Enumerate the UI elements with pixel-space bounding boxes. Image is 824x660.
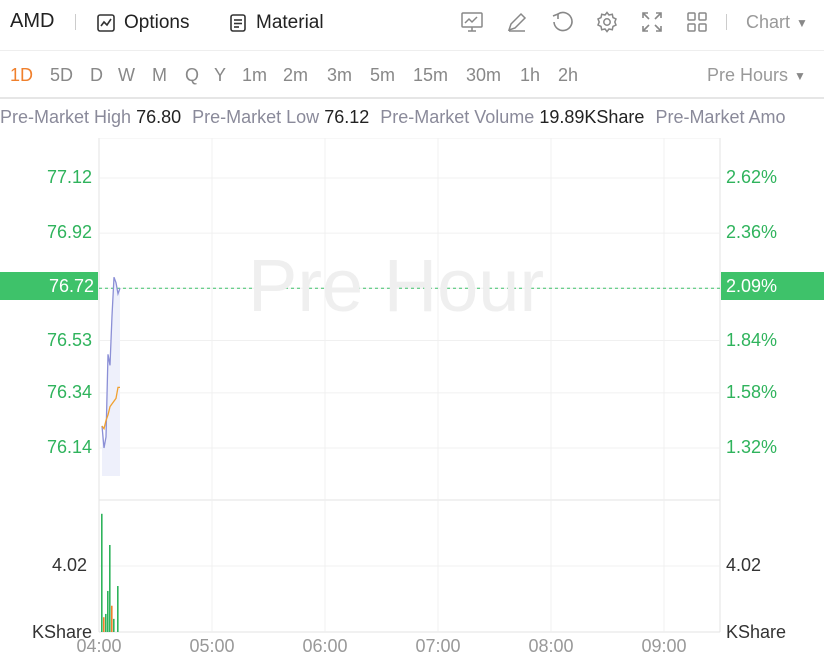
period-tab-y[interactable]: Y <box>214 65 227 85</box>
options-button[interactable]: Options <box>96 10 189 36</box>
volume-unit-label: KShare <box>32 622 93 642</box>
settings-gear-icon[interactable] <box>595 10 619 34</box>
volume-bar <box>101 513 103 632</box>
period-tab-2h[interactable]: 2h <box>558 65 579 85</box>
volume-bar <box>107 590 109 632</box>
session-label: Pre Hours <box>707 65 789 85</box>
price-tick-label: 76.53 <box>46 329 92 350</box>
volume-bar <box>117 586 119 632</box>
percent-tick-label: 1.84% <box>726 329 778 350</box>
premarket-amount-label: Pre-Market Amo <box>655 107 786 127</box>
percent-tick-label: 2.62% <box>726 167 778 187</box>
toolbar-divider <box>75 14 76 30</box>
price-tick-label: 76.14 <box>46 437 92 457</box>
session-dropdown[interactable]: Pre Hours ▼ <box>707 65 806 86</box>
average-price-line <box>101 386 120 431</box>
volume-tick-label: 4.02 <box>52 555 88 575</box>
premarket-low-value: 76.12 <box>324 107 370 127</box>
fullscreen-icon[interactable] <box>640 10 664 34</box>
period-tab-15m[interactable]: 15m <box>413 65 449 85</box>
chart-canvas[interactable] <box>0 138 824 660</box>
layout-grid-icon[interactable] <box>685 10 709 34</box>
header-divider <box>0 97 824 99</box>
indicator-icon[interactable] <box>460 10 484 34</box>
premarket-volume-value: 19.89KShare <box>539 107 645 127</box>
volume-bar <box>103 617 105 632</box>
intraday-chart[interactable]: Pre Hour 77.12 76.92 76.53 76.34 76.14 2.62% 2… <box>0 138 824 660</box>
document-icon <box>230 14 246 32</box>
volume-unit-label-right: KShare <box>726 622 787 642</box>
period-tab-d[interactable]: D <box>90 65 103 85</box>
time-tick-label: 09:00 <box>641 636 687 656</box>
period-bar: 1D 5D D W M Q Y 1m 2m 3m 5m 15m 30m 1h 2h Pre Hours ▼ <box>0 50 824 98</box>
time-tick-label: 07:00 <box>415 636 461 656</box>
period-tab-3m[interactable]: 3m <box>327 65 353 85</box>
reset-icon[interactable] <box>550 10 574 34</box>
period-tab-1h[interactable]: 1h <box>520 65 541 85</box>
options-label: Options <box>124 12 190 33</box>
price-tick-label: 76.92 <box>46 222 92 243</box>
premarket-high-label: Pre-Market High <box>0 107 132 127</box>
period-tab-5m[interactable]: 5m <box>370 65 396 85</box>
volume-bar <box>109 544 111 632</box>
percent-tick-label: 2.36% <box>726 222 778 243</box>
time-tick-label: 04:00 <box>76 636 122 656</box>
volume-tick-label-right: 4.02 <box>726 555 762 575</box>
time-tick-label: 05:00 <box>189 636 235 656</box>
price-tick-label: 76.34 <box>46 381 92 402</box>
price-tick-label: 77.12 <box>46 167 92 187</box>
caret-down-icon: ▼ <box>796 15 808 30</box>
chart-type-dropdown[interactable]: Chart ▼ <box>746 12 808 33</box>
period-tab-q[interactable]: Q <box>185 65 200 85</box>
period-tab-1m[interactable]: 1m <box>242 65 268 85</box>
volume-bar <box>111 605 113 632</box>
chart-type-label: Chart <box>746 12 791 32</box>
period-tab-30m[interactable]: 30m <box>466 65 502 85</box>
percent-tick-label: 1.58% <box>726 381 778 402</box>
period-tab-w[interactable]: W <box>118 65 135 85</box>
percent-tick-label: 1.32% <box>726 437 778 457</box>
period-tab-m[interactable]: M <box>152 65 167 85</box>
current-price-tag: 76.72 <box>0 272 98 300</box>
price-line <box>101 276 121 449</box>
premarket-low-label: Pre-Market Low <box>192 107 320 127</box>
period-tab-2m[interactable]: 2m <box>283 65 309 85</box>
volume-bar <box>105 613 107 632</box>
premarket-volume-label: Pre-Market Volume <box>380 107 535 127</box>
premarket-stats: Pre-Market High 76.80 Pre-Market Low 76.… <box>0 107 824 131</box>
volume-bar <box>113 618 115 632</box>
premarket-high-value: 76.80 <box>136 107 182 127</box>
material-label: Material <box>256 12 324 33</box>
options-chart-icon <box>97 14 115 32</box>
ticker-symbol: AMD <box>10 10 55 32</box>
period-tab-1d[interactable]: 1D <box>10 65 34 85</box>
watermark-text: Pre Hour <box>248 244 545 327</box>
caret-down-icon: ▼ <box>794 68 806 83</box>
time-tick-label: 08:00 <box>528 636 574 656</box>
top-toolbar: AMD Options Material <box>0 0 824 46</box>
period-tab-5d[interactable]: 5D <box>50 65 74 85</box>
material-button[interactable]: Material <box>228 10 324 36</box>
toolbar-divider-2 <box>726 14 727 30</box>
current-percent-tag: 2.09% <box>721 272 824 300</box>
draw-pen-icon[interactable] <box>505 10 529 34</box>
time-tick-label: 06:00 <box>302 636 348 656</box>
